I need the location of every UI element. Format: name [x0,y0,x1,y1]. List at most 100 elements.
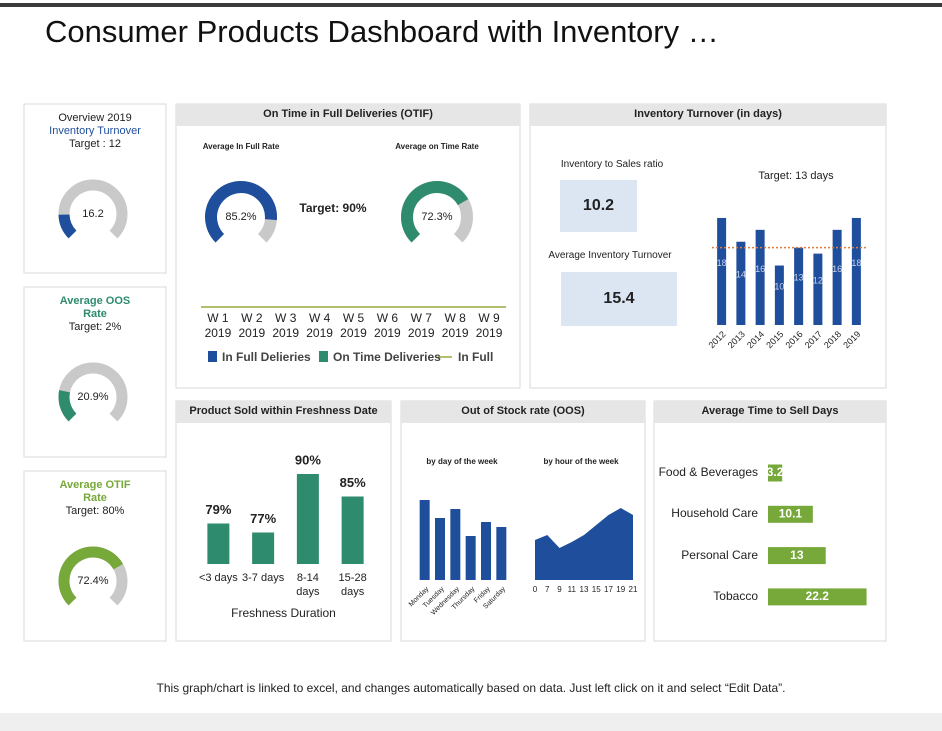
y-tick-label: Personal Care [681,547,758,562]
x-tick-label: 17 [604,585,613,594]
area [535,508,633,580]
gauge-value-label: 85.2% [225,211,256,223]
x-tick-label: 11 [568,585,577,594]
bar [496,527,507,580]
x-tick-label: W 2 2019 [238,311,266,340]
gauge-heading: Average OOS Rate Target: 2% [45,295,145,334]
x-tick-label: 8-14 days [296,572,320,598]
y-tick-label: Food & Beverages [658,465,758,479]
data-label: 12 [813,276,823,286]
x-tick-label: 7 [545,585,550,594]
bar [832,229,842,325]
bar [341,496,364,564]
footer-note: This graph/chart is linked to excel, and… [156,681,786,695]
x-tick-label: W 9 2019 [475,311,503,340]
data-label: 16 [832,264,842,274]
gauge-title: Average OTIF Rate [59,479,131,504]
x-tick-label: W 5 2019 [340,311,367,340]
data-label: 90% [295,452,321,467]
bar [481,522,491,580]
gauge-value-label: 16.2 [82,208,103,220]
panel [175,103,521,389]
x-tick-label: 13 [580,585,589,594]
x-tick-label: 19 [616,585,625,594]
chart-subtitle: by hour of the week [543,457,619,466]
panel-title: Average Time to Sell Days [701,405,839,417]
data-label: 79% [205,502,231,517]
data-label: 10 [774,282,784,292]
gauge-value-label: 72.3% [421,211,452,223]
gauge-value-label: 20.9% [77,391,108,403]
data-label: 13 [790,548,804,562]
bar [419,500,430,580]
x-tick-label: W 1 2019 [204,311,232,340]
bar [717,217,727,325]
panel-header [530,104,886,126]
target-label: Target: 90% [299,201,367,215]
bar [465,536,476,580]
bar [768,505,813,523]
y-tick-label: Tobacco [713,588,758,603]
gauge-value [205,181,277,243]
kpi-value: 10.2 [583,197,614,214]
data-label: 13 [794,273,804,283]
x-tick-label: W 7 2019 [407,311,435,340]
bar [851,217,861,325]
x-tick-label: W 6 2019 [374,311,401,340]
bar [768,464,783,482]
kpi-value: 15.4 [603,290,634,307]
x-tick-label: 15 [592,585,601,594]
kpi-label: Inventory to Sales ratio [560,159,664,170]
gauge-target: Target: 2% [68,321,122,333]
page-title: Consumer Products Dashboard with Invento… [45,14,719,49]
bar [252,532,275,564]
x-tick-label: <3 days [198,572,238,584]
gauge-value [58,546,124,606]
data-label: 18 [717,258,727,268]
chart-subtitle: by day of the week [426,457,498,466]
gauge-heading: Average OTIF Rate Target: 80% [45,479,145,518]
x-tick-label: W 4 2019 [306,311,333,340]
bar [813,253,823,325]
panel [529,103,887,389]
legend-marker [208,351,217,362]
panel-header [401,401,645,423]
data-label: 16 [755,264,765,274]
gauge-target: Target : 12 [69,138,121,150]
data-label: 3.2 [767,465,784,479]
x-tick-label: W 8 2019 [441,311,469,340]
panel-header [176,401,391,423]
data-label: 14 [736,270,746,280]
bar [736,241,746,325]
bar [296,474,319,564]
bar [794,247,804,325]
bar [774,265,784,325]
panel-header [176,104,520,126]
gauge-value-label: 72.4% [77,575,108,587]
panel-title: Out of Stock rate (OOS) [461,405,585,417]
kpi-box [561,272,677,326]
gauge-title: Average on Time Rate [395,142,479,151]
gauge-value [401,181,469,243]
bar [768,547,826,565]
bar [450,509,461,580]
panel-header [654,401,886,423]
panel-title: On Time in Full Deliveries (OTIF) [263,108,433,120]
x-tick-label: 3-7 days [242,572,285,584]
x-axis-label: Freshness Duration [231,606,336,620]
bar [207,523,230,564]
kpi-label: Average Inventory Turnover [548,250,672,261]
data-label: 18 [851,258,861,268]
x-tick-label: 9 [557,585,562,594]
panel-title: Inventory Turnover (in days) [634,108,782,120]
gauge-target: Target: 80% [65,505,125,517]
kpi-box [560,180,637,232]
gauge-subtitle: Inventory Turnover [49,125,141,137]
legend-label: In Full Delieries [222,350,311,364]
x-tick-label: 0 [533,585,538,594]
gauge-value [58,214,77,239]
legend-label: In Full [458,350,494,364]
bar [435,518,445,580]
